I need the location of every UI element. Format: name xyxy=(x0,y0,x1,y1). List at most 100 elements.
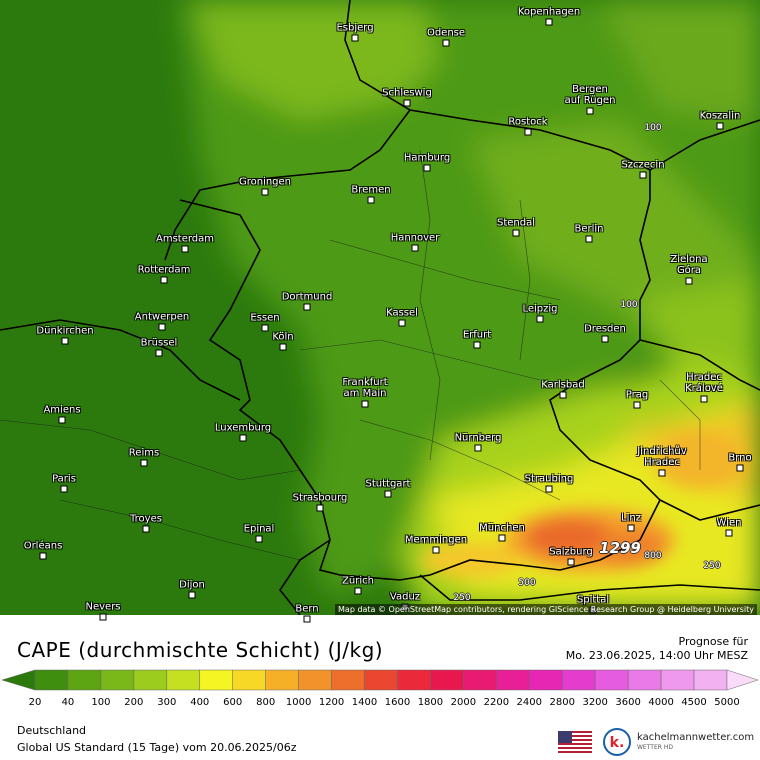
scale-label: 600 xyxy=(223,697,243,708)
city-dot xyxy=(398,319,406,327)
city-dot xyxy=(442,39,450,47)
city-label: Brno xyxy=(728,452,752,464)
city-dot xyxy=(239,434,247,442)
scale-label: 3600 xyxy=(615,697,641,708)
city-label: Luxemburg xyxy=(214,422,272,434)
scale-label: 1600 xyxy=(384,697,411,708)
city-dot xyxy=(160,276,168,284)
city-label: Brüssel xyxy=(140,337,178,349)
city-dot xyxy=(411,244,419,252)
scale-label: 2000 xyxy=(450,697,477,708)
city-label: Memmingen xyxy=(404,534,468,546)
scale-label: 100 xyxy=(91,697,111,708)
scale-box xyxy=(199,669,233,691)
contour-label: 100 xyxy=(620,300,638,310)
city-dot xyxy=(601,335,609,343)
city-label: Spittal xyxy=(576,594,610,606)
city-dot xyxy=(716,122,724,130)
city-label: Orléans xyxy=(23,540,63,552)
city-dot xyxy=(367,196,375,204)
scale-label: 400 xyxy=(190,697,210,708)
city-label: Bremen xyxy=(351,184,391,196)
city-label: Troyes xyxy=(130,513,162,525)
scale-label: 5000 xyxy=(714,697,740,708)
city-label: Amiens xyxy=(43,404,81,416)
city-dot xyxy=(354,587,362,595)
scale-arrow xyxy=(726,669,759,691)
scale-arrow xyxy=(1,669,36,691)
city-dot xyxy=(474,444,482,452)
city-dot xyxy=(545,18,553,26)
scale-label: 40 xyxy=(61,697,75,708)
city-label: Straubing xyxy=(524,473,574,485)
city-dot xyxy=(586,107,594,115)
scale-label: 3200 xyxy=(582,697,608,708)
forecast-label: Prognose für xyxy=(678,635,749,648)
city-label: Dresden xyxy=(584,323,626,335)
scale-label: 2200 xyxy=(483,697,510,708)
city-label: Salzburg xyxy=(549,546,593,558)
city-dot xyxy=(39,552,47,560)
city-label: Hannover xyxy=(390,232,440,244)
city-dot xyxy=(545,485,553,493)
scale-box xyxy=(364,669,398,691)
scale-label: 2800 xyxy=(549,697,575,708)
city-label: Hamburg xyxy=(403,152,451,164)
brand-name: kachelmannwetter.com xyxy=(637,732,755,743)
admin-lines xyxy=(0,149,701,561)
city-dot xyxy=(403,99,411,107)
city-label: Stuttgart xyxy=(365,478,411,490)
city-dot xyxy=(158,323,166,331)
city-dot xyxy=(261,188,269,196)
city-dot xyxy=(140,459,148,467)
region: Deutschland xyxy=(17,724,87,737)
color-scale xyxy=(1,669,759,691)
city-dot xyxy=(303,615,311,623)
city-dot xyxy=(188,591,196,599)
city-label: Paris xyxy=(52,473,76,485)
city-dot xyxy=(559,391,567,399)
scale-label: 1000 xyxy=(285,697,312,708)
scale-box xyxy=(166,669,201,691)
city-dot xyxy=(736,464,744,472)
city-label: Schleswig xyxy=(382,87,432,99)
city-label: Antwerpen xyxy=(134,311,190,323)
city-dot xyxy=(567,558,575,566)
contour-label: 250 xyxy=(453,593,471,603)
city-label: Hradec Králové xyxy=(685,372,723,394)
city-dot xyxy=(423,164,431,172)
city-label: München xyxy=(479,522,525,534)
city-label: Strasbourg xyxy=(292,492,348,504)
city-label: Bern xyxy=(295,603,319,615)
contour-label: 800 xyxy=(644,551,662,561)
city-label: Epinal xyxy=(243,523,275,535)
scale-label: 2400 xyxy=(516,697,543,708)
city-dot xyxy=(585,235,593,243)
city-label: Dijon xyxy=(179,579,205,591)
city-label: Zürich xyxy=(342,575,374,587)
scale-box xyxy=(496,669,530,691)
city-dot xyxy=(658,469,666,477)
scale-label: 200 xyxy=(124,697,144,708)
city-dot xyxy=(261,324,269,332)
scale-box xyxy=(298,669,332,691)
city-dot xyxy=(473,341,481,349)
city-dot xyxy=(627,524,635,532)
scale-box xyxy=(397,669,431,691)
city-dot xyxy=(512,229,520,237)
city-label: Kopenhagen xyxy=(517,6,581,18)
scale-box xyxy=(100,669,135,691)
scale-label: 4000 xyxy=(648,697,674,708)
scale-box xyxy=(561,669,596,691)
scale-box xyxy=(331,669,365,691)
city-label: Zielona Góra xyxy=(670,254,708,276)
city-dot xyxy=(155,349,163,357)
city-label: Nürnberg xyxy=(454,432,502,444)
map-title: CAPE (durchmischte Schicht) (J/kg) xyxy=(17,638,384,662)
contour-label: 1299 xyxy=(599,539,641,557)
city-dot xyxy=(432,546,440,554)
city-label: Karlsbad xyxy=(541,379,585,391)
scale-label: 1800 xyxy=(417,697,444,708)
